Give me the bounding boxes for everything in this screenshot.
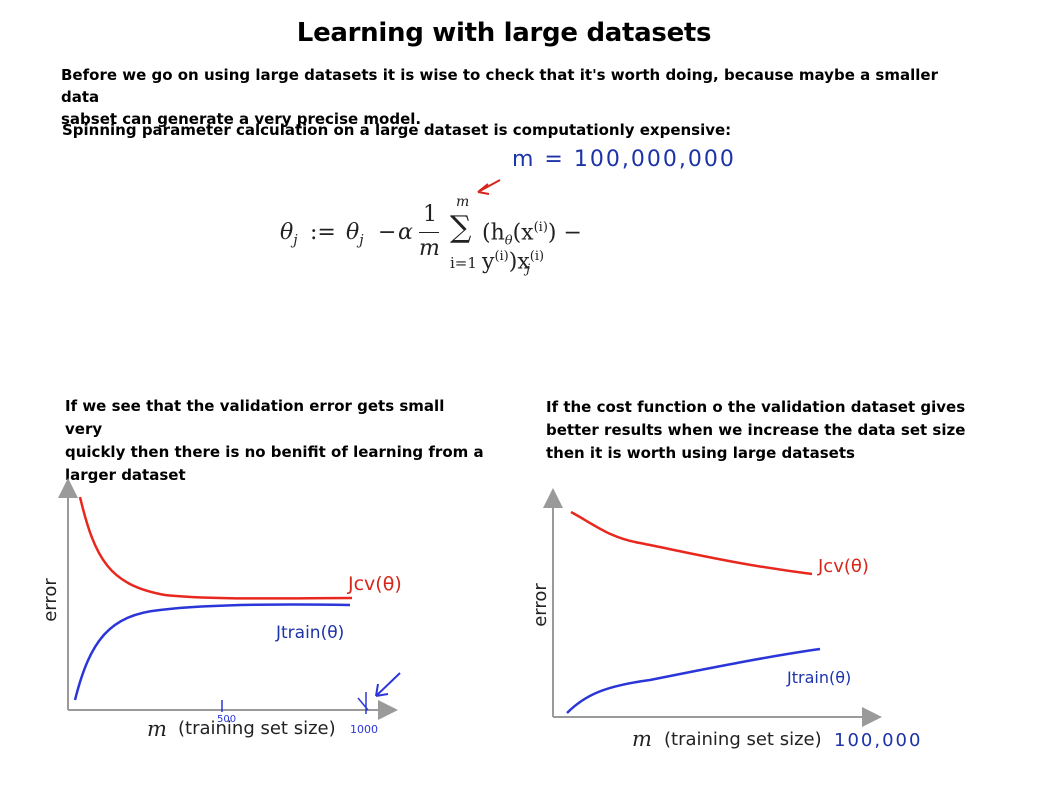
right-y-label: error	[530, 583, 551, 627]
left-note-line-2: quickly then there is no benifit of lear…	[65, 443, 484, 461]
right-jcv-curve	[570, 510, 813, 576]
left-note-line-1: If we see that the validation error gets…	[65, 397, 445, 438]
left-y-label: error	[40, 578, 61, 622]
right-note-line-2: better results when we increase the data…	[546, 421, 966, 439]
right-note-line-1: If the cost function o the validation da…	[546, 398, 966, 416]
right-x-label-text: (training set size)	[664, 729, 822, 750]
right-note-line-3: then it is worth using large datasets	[546, 444, 855, 462]
formula-frac-den: m	[419, 236, 440, 261]
intro-line-1: Before we go on using large datasets it …	[61, 66, 938, 106]
formula-theta-j-2: θj	[346, 220, 364, 249]
right-jtrain-curve	[566, 647, 821, 714]
formula-alpha: α	[398, 220, 413, 245]
left-tick-end-label: 1000	[350, 723, 378, 736]
right-jcv-label: Jcv(θ)	[817, 556, 869, 577]
right-x-label-m: m	[632, 727, 652, 751]
intro-line-2: sabset can generate a very precise model…	[61, 110, 422, 128]
left-jtrain-label: Jtrain(θ)	[275, 623, 344, 643]
formula-body: (hθ(x(i)) − y(i))x(i)j	[482, 220, 582, 278]
right-learning-curve-plot: error m (training set size) 100,000 Jcv(…	[530, 488, 922, 751]
right-jtrain-label: Jtrain(θ)	[786, 668, 851, 687]
page-title: Learning with large datasets	[296, 18, 712, 48]
left-jtrain-curve	[73, 603, 351, 701]
intro-line-3: Spinning parameter calculation on a larg…	[62, 121, 732, 139]
formula-assign: :=	[310, 220, 336, 245]
left-handwritten-arrow-icon	[375, 672, 401, 697]
formula-sum-symbol: ∑	[450, 210, 472, 245]
left-jcv-curve	[78, 496, 353, 600]
right-panel-note: If the cost function o the validation da…	[546, 396, 966, 465]
left-x-label-m: m	[147, 717, 167, 741]
left-panel-note: If we see that the validation error gets…	[65, 395, 485, 487]
gradient-descent-formula: θj := θj − α 1 m m ∑ i=1 (hθ(x(i)) − y(i…	[280, 194, 740, 280]
left-note-line-3: larger dataset	[65, 466, 186, 484]
left-x-label-text: (training set size)	[178, 718, 336, 739]
left-tick-end	[357, 692, 369, 714]
formula-frac-num: 1	[423, 202, 437, 227]
left-tick-mid-label: 500	[217, 714, 236, 725]
handwritten-m-value: m = 100,000,000	[512, 147, 736, 172]
handwritten-arrow-icon	[477, 179, 501, 195]
formula-theta-j: θj	[280, 220, 298, 249]
intro-paragraph: Before we go on using large datasets it …	[61, 64, 941, 130]
formula-minus: −	[378, 220, 397, 245]
formula-fraction-bar	[419, 232, 439, 233]
right-x-annotation: 100,000	[834, 730, 922, 751]
left-jcv-label: Jcv(θ)	[347, 573, 402, 595]
formula-sum-bottom: i=1	[450, 254, 477, 272]
formula-sum-top: m	[456, 194, 470, 210]
left-learning-curve-plot: error m (training set size) 500 1000 Jcv…	[40, 478, 402, 741]
